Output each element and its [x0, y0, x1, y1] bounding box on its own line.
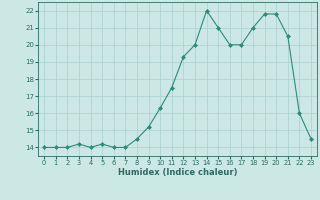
X-axis label: Humidex (Indice chaleur): Humidex (Indice chaleur)	[118, 168, 237, 177]
